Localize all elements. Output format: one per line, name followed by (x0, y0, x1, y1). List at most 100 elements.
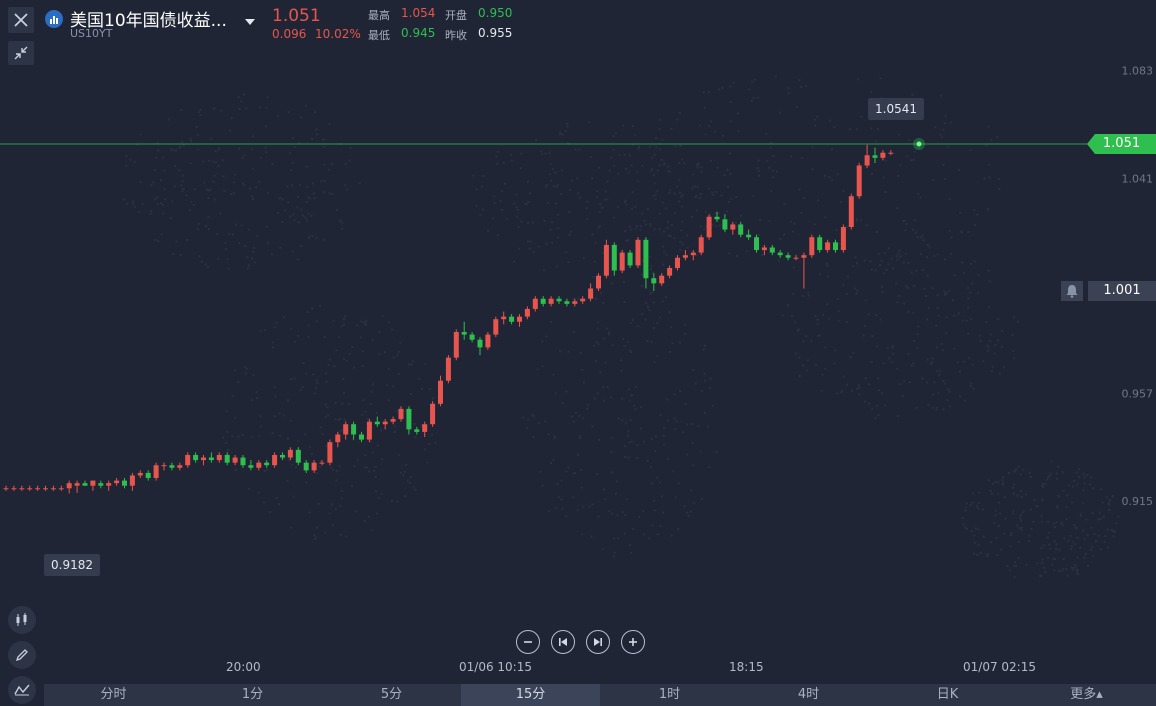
map-dot (209, 189, 212, 192)
map-dot (1070, 548, 1073, 551)
candle-body (651, 278, 657, 284)
map-dot (327, 414, 330, 417)
map-dot (197, 148, 200, 151)
timeframe-tab[interactable]: 分时 (100, 687, 127, 702)
chart-type-button[interactable] (8, 606, 36, 634)
map-dot (875, 230, 878, 233)
map-dot (942, 164, 945, 166)
map-dot (553, 436, 556, 439)
map-dot (376, 512, 378, 515)
zoom-in-button[interactable] (621, 630, 645, 654)
map-dot (532, 251, 535, 253)
map-dot (797, 329, 800, 332)
alert-price-tag[interactable]: 1.001 (1088, 281, 1156, 301)
map-dot (189, 137, 192, 140)
scroll-forward-button[interactable] (586, 630, 610, 654)
map-dot (356, 324, 359, 327)
map-dot (620, 369, 623, 372)
map-dot (1082, 472, 1085, 475)
map-dot (300, 208, 303, 211)
map-dot (279, 434, 281, 437)
timeframe-tab[interactable]: 1分 (241, 687, 264, 702)
map-dot (428, 388, 431, 390)
candle-body (201, 457, 206, 461)
map-dot (408, 481, 411, 484)
map-dot (708, 125, 710, 128)
map-dot (572, 496, 575, 499)
indicator-button[interactable] (8, 676, 36, 704)
map-dot (692, 173, 695, 176)
timeframe-tab[interactable]: 日K (936, 687, 959, 702)
map-dot (561, 507, 564, 510)
map-dot (519, 167, 522, 170)
map-dot (223, 190, 226, 193)
map-dot (921, 377, 924, 380)
map-dot (1074, 543, 1077, 546)
map-dot (1063, 537, 1066, 540)
map-dot (572, 420, 575, 423)
more-timeframes-button[interactable]: 更多▴ (1017, 684, 1156, 706)
map-dot (595, 297, 597, 300)
map-dot (356, 459, 359, 462)
map-dot (1083, 476, 1086, 479)
map-dot (613, 216, 616, 219)
map-dot (962, 271, 965, 274)
candle-body (43, 488, 48, 490)
map-dot (1048, 531, 1051, 534)
map-dot (1016, 494, 1019, 497)
map-dot (271, 432, 274, 435)
map-dot (677, 528, 680, 531)
map-dot (315, 128, 318, 131)
shrink-button[interactable] (8, 41, 34, 65)
map-dot (670, 224, 673, 227)
scroll-back-button[interactable] (551, 630, 575, 654)
timeframe-tab-active[interactable]: 15分 (461, 684, 600, 706)
map-dot (650, 466, 653, 469)
map-dot (267, 191, 270, 194)
map-dot (990, 541, 992, 544)
map-dot (222, 436, 225, 439)
map-dot (1019, 516, 1022, 519)
map-dot (920, 253, 922, 256)
map-dot (877, 377, 880, 380)
map-dot (1073, 524, 1076, 527)
map-dot (571, 179, 574, 182)
map-dot (674, 145, 677, 148)
candle-body (485, 334, 491, 348)
map-dot (290, 169, 293, 172)
map-dot (548, 173, 551, 176)
map-dot (641, 312, 644, 315)
timeframe-tab[interactable]: 5分 (380, 687, 403, 702)
map-dot (550, 320, 552, 323)
map-dot (290, 526, 293, 529)
map-dot (945, 291, 948, 294)
map-dot (265, 225, 268, 228)
symbol-dropdown[interactable] (245, 11, 255, 30)
symbol-name[interactable]: 美国10年国债收益... (70, 11, 227, 31)
price-alert-button[interactable] (1061, 281, 1083, 301)
candle-body (35, 488, 41, 490)
map-dot (791, 230, 794, 233)
map-dot (318, 465, 321, 468)
map-dot (627, 171, 630, 174)
map-dot (938, 373, 941, 376)
map-dot (1025, 493, 1027, 496)
close-button[interactable] (8, 7, 34, 33)
map-dot (1012, 492, 1015, 495)
map-dot (983, 177, 986, 180)
map-dot (630, 440, 633, 443)
map-dot (1043, 544, 1046, 547)
zoom-out-button[interactable] (516, 630, 540, 654)
map-dot (779, 237, 782, 240)
timeframe-tab[interactable]: 1时 (658, 687, 681, 702)
map-dot (958, 168, 961, 171)
map-dot (656, 354, 659, 357)
map-dot (641, 259, 644, 262)
timeframe-tab[interactable]: 4时 (797, 687, 820, 702)
bar-chart-logo-icon (50, 16, 58, 24)
map-dot (264, 146, 267, 149)
map-dot (338, 336, 341, 339)
draw-tool-button[interactable] (8, 641, 36, 669)
map-dot (610, 282, 613, 285)
